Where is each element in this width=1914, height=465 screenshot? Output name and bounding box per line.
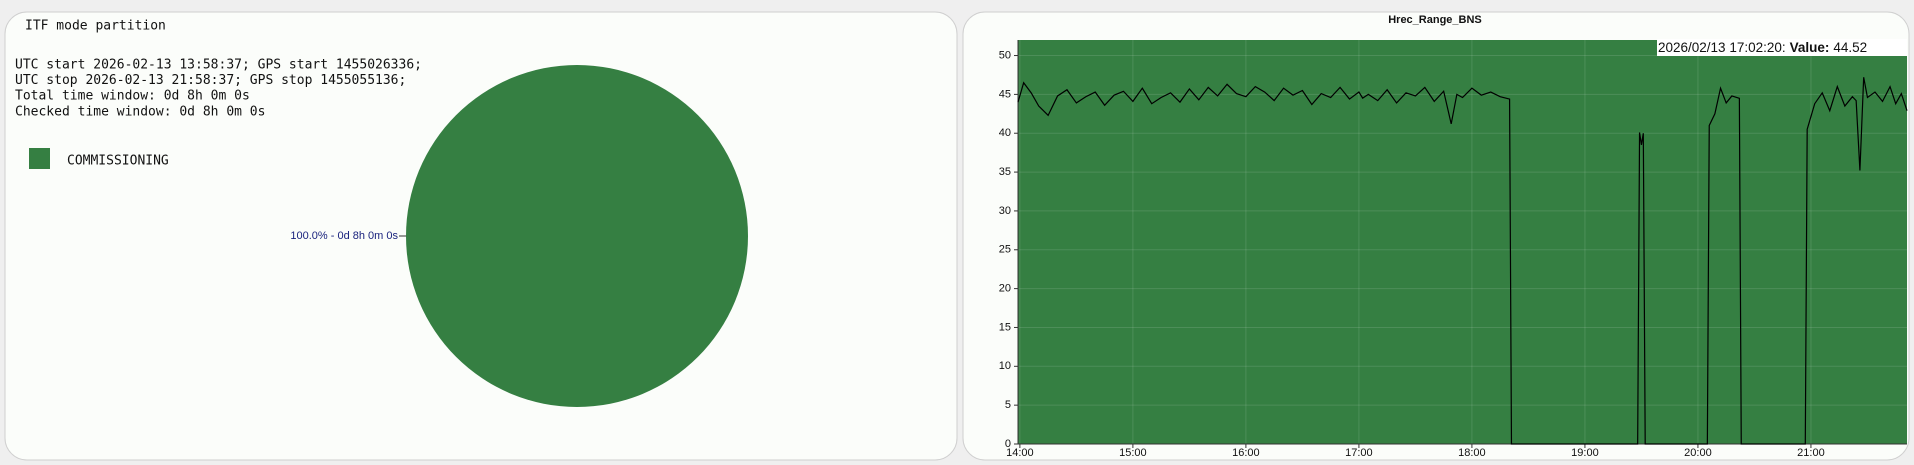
y-tick-label: 45: [999, 88, 1011, 100]
y-tick-label: 30: [999, 205, 1011, 217]
y-tick-label: 50: [999, 49, 1011, 61]
series-line: [1017, 77, 1908, 445]
legend-swatch: [29, 148, 50, 169]
x-tick-label: 17:00: [1345, 447, 1373, 459]
info-line: UTC start 2026-02-13 13:58:37; GPS start…: [15, 58, 422, 73]
y-tick-label: 10: [999, 360, 1011, 372]
pie-title: ITF mode partition: [25, 19, 166, 34]
x-tick-label: 21:00: [1797, 447, 1825, 459]
y-tick-label: 40: [999, 127, 1011, 139]
info-line: Checked time window: 0d 8h 0m 0s: [15, 104, 265, 119]
y-tick-label: 15: [999, 321, 1011, 333]
pie-slice: [406, 65, 748, 407]
line-title: Hrec_Range_BNS: [1388, 14, 1482, 26]
tooltip-time: 2026/02/13 17:02:20:: [1658, 40, 1786, 55]
x-tick-label: 20:00: [1684, 447, 1712, 459]
x-tick-label: 19:00: [1571, 447, 1599, 459]
x-tick-label: 15:00: [1119, 447, 1147, 459]
tooltip-box: [1657, 39, 1907, 56]
y-tick-label: 5: [1005, 399, 1011, 411]
y-tick-label: 0: [1005, 438, 1011, 450]
y-tick-label: 25: [999, 244, 1011, 256]
legend-label: COMMISSIONING: [67, 154, 169, 169]
info-line: UTC stop 2026-02-13 21:58:37; GPS stop 1…: [15, 73, 406, 88]
tooltip-value: 44.52: [1833, 40, 1867, 55]
tooltip: 2026/02/13 17:02:20: Value: 44.52: [1658, 40, 1867, 55]
slice-label: 100.0% - 0d 8h 0m 0s: [290, 230, 398, 242]
x-tick-label: 16:00: [1232, 447, 1260, 459]
x-tick-label: 18:00: [1458, 447, 1486, 459]
info-line: Total time window: 0d 8h 0m 0s: [15, 89, 250, 104]
plot-area: [1018, 40, 1907, 444]
x-tick-label: 14:00: [1006, 447, 1034, 459]
y-tick-label: 35: [999, 166, 1011, 178]
y-tick-label: 20: [999, 283, 1011, 295]
tooltip-label: Value:: [1790, 40, 1830, 55]
